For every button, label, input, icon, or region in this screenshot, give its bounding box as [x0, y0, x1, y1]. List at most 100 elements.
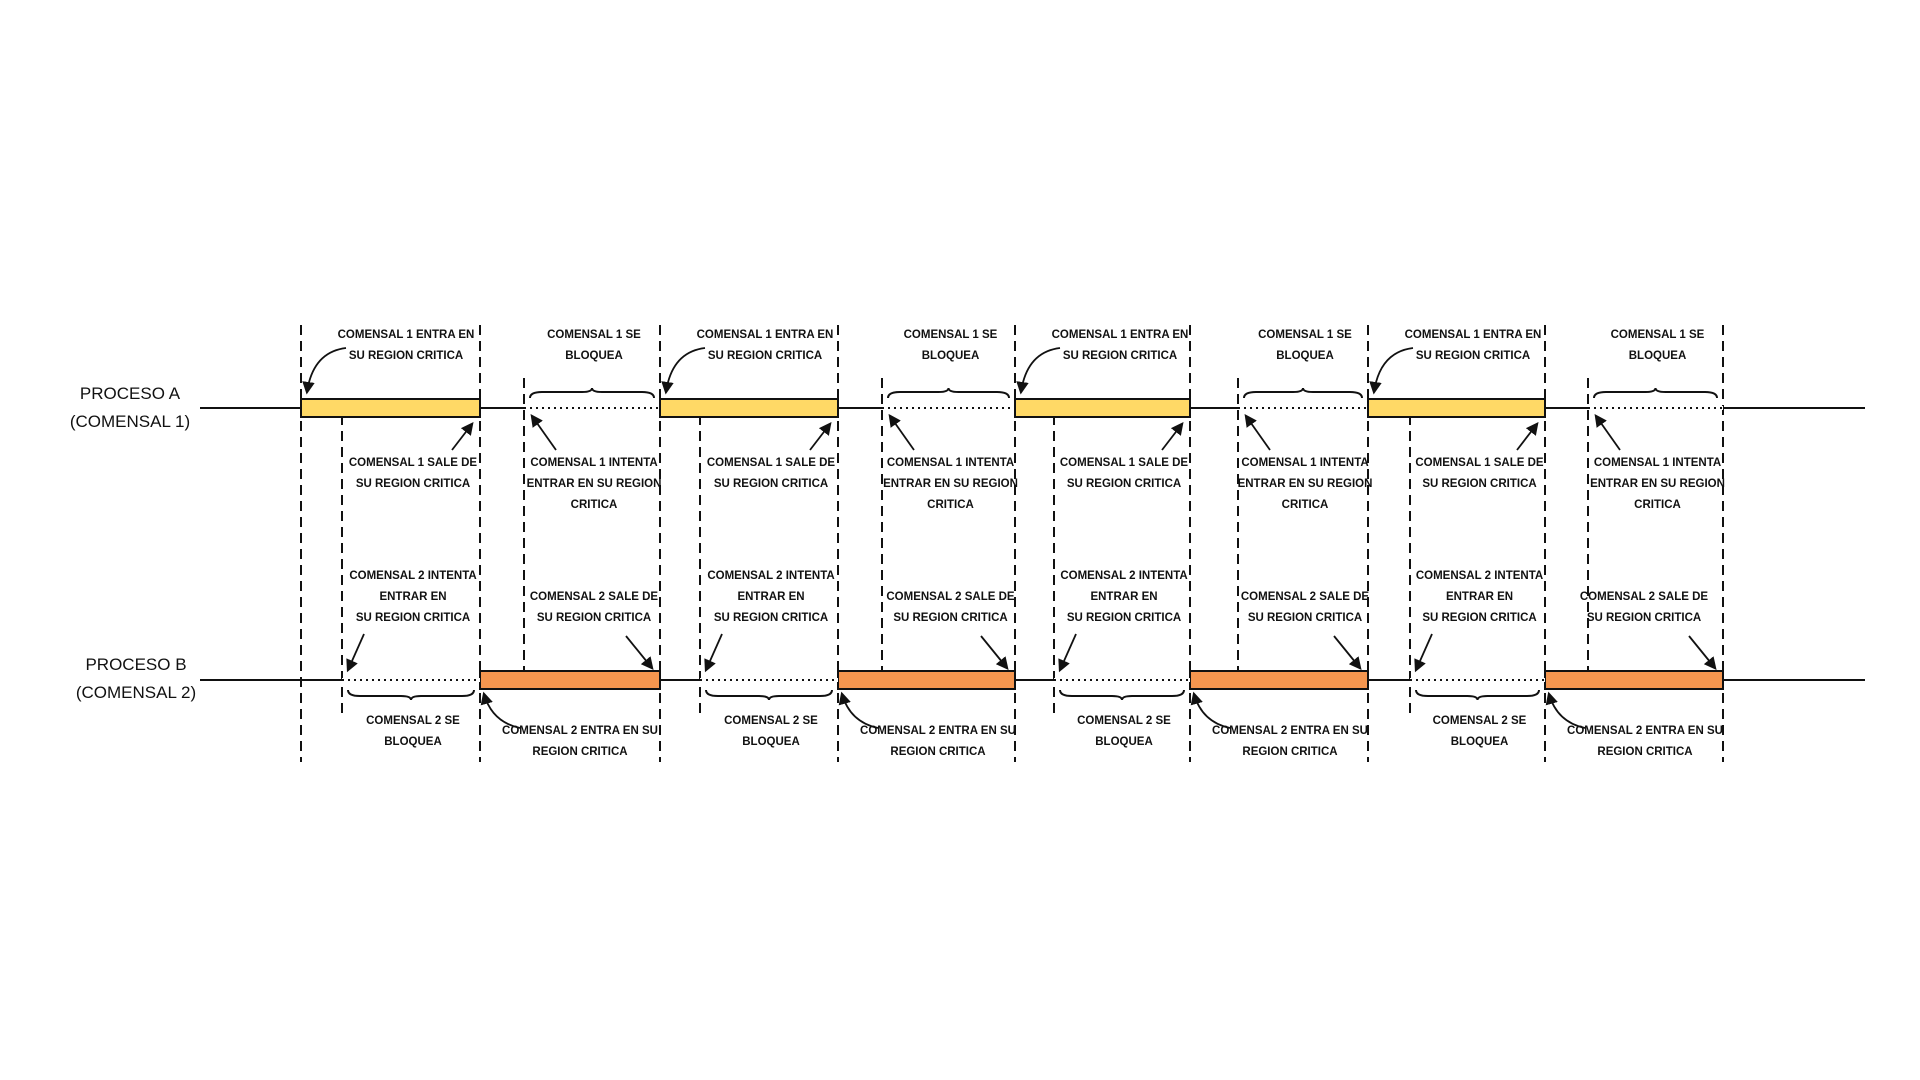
brace-comensal-2-blocks-3 [1059, 689, 1185, 701]
label-comensal-2-blocks-4-line-1: COMENSAL 2 SE [1433, 715, 1527, 727]
label-comensal-1-tries-1-line-3: CRITICA [571, 499, 618, 511]
label-comensal-1-exits-4-line-2: SU REGION CRITICA [1422, 478, 1536, 490]
label-comensal-1-enters-2-line-1: COMENSAL 1 ENTRA EN [697, 329, 834, 341]
label-comensal-1-tries-3-line-2: ENTRAR EN SU REGION [1238, 478, 1373, 490]
label-comensal-1-blocks-2-line-2: BLOQUEA [922, 350, 980, 362]
label-comensal-2-blocks-2-line-2: BLOQUEA [742, 736, 800, 748]
label-comensal-2-tries-2-line-2: ENTRAR EN [737, 591, 804, 603]
label-comensal-1-blocks-1-line-1: COMENSAL 1 SE [547, 329, 641, 341]
process-a-label: PROCESO A [80, 384, 181, 403]
label-comensal-2-exits-1-line-1: COMENSAL 2 SALE DE [530, 591, 659, 603]
label-comensal-1-enters-3-line-2: SU REGION CRITICA [1063, 350, 1177, 362]
label-comensal-1-exits-2-line-1: COMENSAL 1 SALE DE [707, 457, 836, 469]
label-comensal-2-enters-3-line-1: COMENSAL 2 ENTRA EN SU [1212, 725, 1368, 737]
label-comensal-2-blocks-2-line-1: COMENSAL 2 SE [724, 715, 818, 727]
label-comensal-2-enters-1-line-1: COMENSAL 2 ENTRA EN SU [502, 725, 658, 737]
arrow-comensal-1-enters-3 [1016, 347, 1061, 395]
label-comensal-1-blocks-4-line-1: COMENSAL 1 SE [1611, 329, 1705, 341]
event-arrows [302, 347, 1717, 729]
arrow-comensal-2-exits-1 [625, 635, 654, 670]
arrow-comensal-2-enters-1 [480, 691, 521, 729]
label-comensal-1-tries-3-line-3: CRITICA [1282, 499, 1329, 511]
process-b-label: PROCESO B [85, 655, 186, 674]
label-comensal-2-tries-1-line-3: SU REGION CRITICA [356, 612, 470, 624]
process-b-critical-region-2 [837, 670, 1016, 690]
arrow-comensal-1-tries-3 [1244, 413, 1271, 451]
arrow-comensal-1-exits-1 [451, 422, 474, 451]
label-comensal-1-exits-3-line-1: COMENSAL 1 SALE DE [1060, 457, 1189, 469]
arrow-comensal-2-enters-2 [838, 691, 879, 729]
arrow-comensal-2-exits-2 [980, 635, 1009, 670]
process-b-critical-region-3 [1189, 670, 1369, 690]
label-comensal-2-enters-4-line-2: REGION CRITICA [1597, 746, 1692, 758]
label-comensal-2-tries-2-line-1: COMENSAL 2 INTENTA [707, 570, 834, 582]
brace-comensal-2-blocks-2 [705, 689, 833, 701]
label-comensal-1-exits-3-line-2: SU REGION CRITICA [1067, 478, 1181, 490]
arrow-comensal-2-exits-3 [1333, 635, 1362, 670]
label-comensal-1-blocks-2-line-1: COMENSAL 1 SE [904, 329, 998, 341]
label-comensal-1-tries-2-line-2: ENTRAR EN SU REGION [883, 478, 1018, 490]
label-comensal-2-exits-4-line-1: COMENSAL 2 SALE DE [1580, 591, 1709, 603]
label-comensal-2-exits-3-line-1: COMENSAL 2 SALE DE [1241, 591, 1370, 603]
label-comensal-1-enters-3-line-1: COMENSAL 1 ENTRA EN [1052, 329, 1189, 341]
arrow-comensal-2-enters-3 [1190, 691, 1231, 729]
label-comensal-1-tries-4-line-2: ENTRAR EN SU REGION [1590, 478, 1725, 490]
label-comensal-1-exits-1-line-2: SU REGION CRITICA [356, 478, 470, 490]
arrow-comensal-1-enters-4 [1369, 347, 1414, 395]
label-comensal-2-exits-2-line-1: COMENSAL 2 SALE DE [886, 591, 1015, 603]
brace-comensal-1-blocks-3 [1243, 387, 1363, 399]
label-comensal-2-tries-3-line-3: SU REGION CRITICA [1067, 612, 1181, 624]
label-comensal-1-tries-1-line-2: ENTRAR EN SU REGION [527, 478, 662, 490]
arrow-comensal-2-tries-2 [704, 633, 723, 673]
label-comensal-1-enters-4-line-1: COMENSAL 1 ENTRA EN [1405, 329, 1542, 341]
process-b-critical-region-1 [479, 670, 661, 690]
label-comensal-2-blocks-3-line-2: BLOQUEA [1095, 736, 1153, 748]
label-comensal-2-blocks-1-line-2: BLOQUEA [384, 736, 442, 748]
arrow-comensal-2-tries-4 [1414, 633, 1433, 673]
label-comensal-2-tries-3-line-2: ENTRAR EN [1090, 591, 1157, 603]
label-comensal-2-tries-1-line-1: COMENSAL 2 INTENTA [349, 570, 476, 582]
brace-comensal-1-blocks-4 [1593, 387, 1718, 399]
arrow-comensal-1-tries-2 [888, 413, 915, 451]
label-comensal-1-enters-4-line-2: SU REGION CRITICA [1416, 350, 1530, 362]
arrow-comensal-2-enters-4 [1545, 691, 1586, 729]
event-labels: COMENSAL 1 ENTRA EN SU REGION CRITICA COME… [338, 329, 1725, 758]
process-a-critical-region-3 [1014, 398, 1191, 418]
arrow-comensal-1-enters-1 [302, 347, 347, 395]
label-comensal-2-exits-1-line-2: SU REGION CRITICA [537, 612, 651, 624]
label-comensal-2-exits-3-line-2: SU REGION CRITICA [1248, 612, 1362, 624]
process-a-critical-region-1 [300, 398, 481, 418]
label-comensal-2-tries-1-line-2: ENTRAR EN [379, 591, 446, 603]
label-comensal-2-tries-4-line-3: SU REGION CRITICA [1422, 612, 1536, 624]
label-comensal-2-tries-3-line-1: COMENSAL 2 INTENTA [1060, 570, 1187, 582]
label-comensal-2-blocks-3-line-1: COMENSAL 2 SE [1077, 715, 1171, 727]
brace-comensal-1-blocks-2 [887, 387, 1010, 399]
arrow-comensal-2-tries-1 [346, 633, 365, 673]
label-comensal-1-enters-1-line-1: COMENSAL 1 ENTRA EN [338, 329, 475, 341]
phase-dividers [300, 325, 1724, 762]
label-comensal-1-blocks-3-line-1: COMENSAL 1 SE [1258, 329, 1352, 341]
label-comensal-1-tries-4-line-3: CRITICA [1634, 499, 1681, 511]
arrow-comensal-2-exits-4 [1688, 635, 1717, 670]
label-comensal-2-exits-4-line-2: SU REGION CRITICA [1587, 612, 1701, 624]
label-comensal-2-exits-2-line-2: SU REGION CRITICA [893, 612, 1007, 624]
arrow-comensal-1-exits-4 [1516, 422, 1539, 451]
process-a-sublabel: (COMENSAL 1) [70, 412, 190, 431]
label-comensal-2-enters-2-line-1: COMENSAL 2 ENTRA EN SU [860, 725, 1016, 737]
label-comensal-2-enters-1-line-2: REGION CRITICA [532, 746, 627, 758]
label-comensal-1-blocks-4-line-2: BLOQUEA [1629, 350, 1687, 362]
label-comensal-1-exits-2-line-2: SU REGION CRITICA [714, 478, 828, 490]
process-b-critical-region-4 [1544, 670, 1724, 690]
label-comensal-1-tries-2-line-1: COMENSAL 1 INTENTA [887, 457, 1014, 469]
label-comensal-2-enters-4-line-1: COMENSAL 2 ENTRA EN SU [1567, 725, 1723, 737]
arrow-comensal-1-exits-3 [1161, 422, 1184, 451]
brace-comensal-2-blocks-4 [1415, 689, 1540, 701]
label-comensal-2-tries-4-line-2: ENTRAR EN [1446, 591, 1513, 603]
label-comensal-2-blocks-1-line-1: COMENSAL 2 SE [366, 715, 460, 727]
brace-comensal-1-blocks-1 [529, 387, 655, 399]
label-comensal-2-enters-2-line-2: REGION CRITICA [890, 746, 985, 758]
label-comensal-1-enters-2-line-2: SU REGION CRITICA [708, 350, 822, 362]
label-comensal-2-tries-2-line-3: SU REGION CRITICA [714, 612, 828, 624]
label-comensal-1-tries-3-line-1: COMENSAL 1 INTENTA [1241, 457, 1368, 469]
